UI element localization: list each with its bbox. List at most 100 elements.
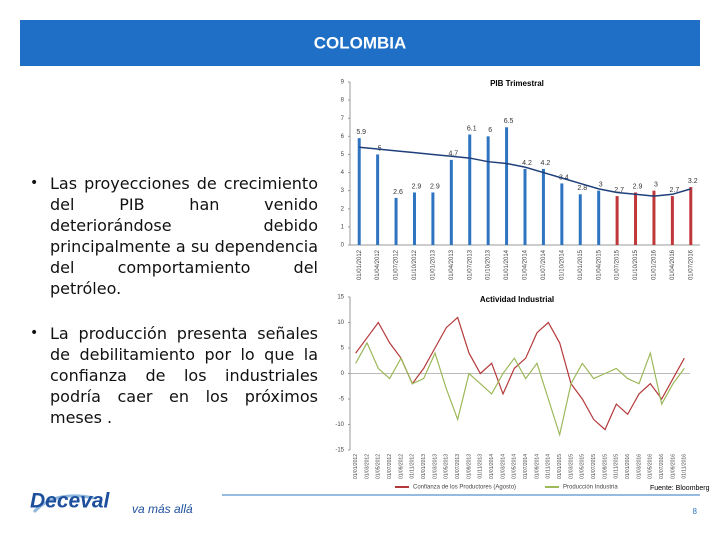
x-tick-label: 01/11/2015	[614, 454, 620, 479]
x-tick-label: 01/09/2015	[602, 454, 608, 479]
x-tick-label: 01/09/2012	[398, 454, 404, 479]
data-label: 4.2	[522, 160, 532, 167]
source: Fuente: Bloomberg	[650, 485, 710, 492]
legend-label: Producción Industria	[563, 485, 618, 491]
logo-swoosh	[32, 494, 95, 514]
x-tick-label: 01/09/2013	[466, 454, 472, 479]
title-bar	[20, 20, 700, 66]
data-label: 3	[654, 182, 658, 189]
data-label: 3.2	[688, 178, 698, 185]
data-label: 2.6	[393, 189, 403, 196]
x-tick-label: 01/01/2012	[357, 249, 363, 280]
data-label: 2.9	[412, 183, 422, 190]
x-tick-label: 01/01/2016	[625, 454, 631, 479]
bar	[541, 168, 545, 245]
x-tick-label: 01/05/2012	[376, 454, 382, 479]
data-label: 4.2	[541, 160, 551, 167]
data-label: 2.7	[614, 187, 624, 194]
x-tick-label: 01/07/2014	[541, 249, 547, 280]
data-label: 3.4	[559, 174, 569, 181]
bar	[468, 134, 472, 245]
x-tick-label: 01/03/2015	[568, 454, 574, 479]
data-label: 4.7	[448, 151, 458, 158]
x-tick-label: 01/05/2013	[444, 454, 450, 479]
x-tick-label: 01/07/2015	[615, 249, 621, 280]
data-label: 5.9	[356, 129, 366, 136]
y-tick-label: 6	[341, 134, 345, 140]
y-tick-label: 2	[341, 206, 345, 212]
bar	[615, 196, 619, 245]
data-label: 6.5	[504, 118, 514, 125]
y-tick-label: 7	[341, 116, 345, 122]
x-tick-label: 01/07/2012	[387, 454, 393, 479]
y-tick-label: 5	[341, 346, 345, 352]
y-tick-label: 0	[341, 243, 345, 249]
x-tick-label: 01/04/2016	[670, 249, 676, 280]
bar	[523, 168, 527, 245]
data-label: 6	[488, 127, 492, 134]
x-tick-label: 01/05/2015	[580, 454, 586, 479]
x-tick-label: 01/09/2014	[534, 454, 540, 479]
x-tick-label: 01/11/2013	[478, 454, 484, 479]
x-tick-label: 01/11/2012	[410, 454, 416, 479]
slogan: va más allá	[132, 502, 193, 516]
x-tick-label: 01/11/2016	[682, 454, 688, 479]
y-tick-label: -15	[335, 448, 344, 454]
data-label: 2.9	[430, 183, 440, 190]
chart-title: Actividad Industrial	[480, 295, 554, 304]
x-tick-label: 01/03/2014	[500, 454, 506, 479]
x-tick-label: 01/03/2012	[364, 454, 370, 479]
logo: Deceval	[30, 490, 111, 513]
bar	[449, 159, 453, 245]
x-tick-label: 01/01/2015	[578, 249, 584, 280]
bullet: Las proyecciones de crecimiento del PIB …	[30, 173, 318, 299]
bar	[597, 190, 601, 245]
x-tick-label: 01/11/2014	[546, 454, 552, 479]
x-tick-label: 01/04/2013	[449, 249, 455, 280]
series-line	[355, 341, 685, 438]
y-tick-label: -5	[339, 397, 345, 403]
y-tick-label: 8	[341, 98, 345, 104]
x-tick-label: 01/10/2013	[486, 249, 492, 280]
bar	[670, 196, 674, 245]
bar	[689, 187, 693, 245]
x-tick-label: 01/04/2014	[523, 249, 529, 280]
x-tick-label: 01/10/2015	[633, 249, 639, 280]
y-tick-label: 5	[341, 152, 345, 158]
x-tick-label: 01/09/2016	[670, 454, 676, 479]
bullet: La producción presenta señales de debili…	[30, 323, 318, 428]
x-tick-label: 01/03/2013	[432, 454, 438, 479]
x-tick-label: 01/05/2016	[648, 454, 654, 479]
bar	[652, 190, 656, 245]
x-tick-label: 01/01/2016	[652, 249, 658, 280]
bar	[578, 194, 582, 245]
bar	[412, 192, 416, 245]
y-tick-label: 0	[341, 371, 345, 377]
bar	[431, 192, 435, 245]
x-tick-label: 01/01/2013	[430, 249, 436, 280]
x-tick-label: 01/07/2014	[523, 454, 529, 479]
x-tick-label: 01/05/2014	[512, 454, 518, 479]
slide-title: COLOMBIA	[314, 33, 407, 52]
y-tick-label: 9	[341, 80, 345, 86]
bar	[394, 197, 398, 245]
y-tick-label: -10	[335, 422, 344, 428]
page-number: 8	[693, 507, 698, 516]
x-tick-label: 01/01/2014	[504, 249, 510, 280]
trend-line	[359, 146, 692, 197]
bar	[560, 183, 564, 245]
data-label: 2.8	[577, 185, 587, 192]
legend-label: Confianza de los Productores (Agosto)	[413, 485, 516, 491]
x-tick-label: 01/07/2016	[659, 454, 665, 479]
x-tick-label: 01/03/2016	[636, 454, 642, 479]
bar	[376, 154, 380, 245]
data-label: 2.7	[670, 187, 680, 194]
x-tick-label: 01/07/2012	[394, 249, 400, 280]
bar	[357, 138, 361, 245]
data-label: 3	[599, 182, 603, 189]
x-tick-label: 01/07/2013	[467, 249, 473, 280]
x-tick-label: 01/04/2015	[596, 249, 602, 280]
y-tick-label: 4	[341, 170, 345, 176]
x-tick-label: 01/04/2012	[375, 249, 381, 280]
